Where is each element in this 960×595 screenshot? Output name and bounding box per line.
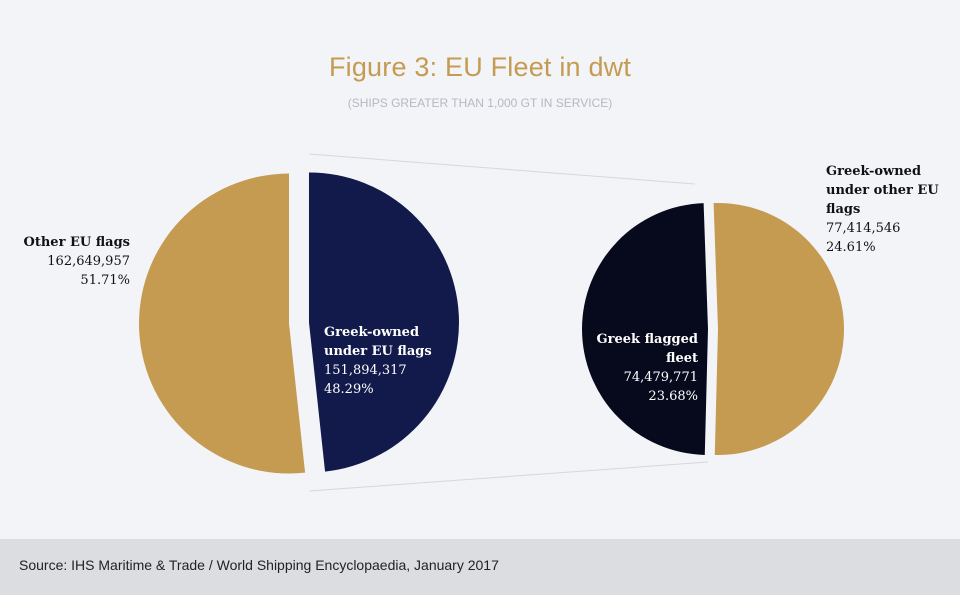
source-note: Source: IHS Maritime & Trade / World Shi…	[19, 557, 499, 573]
slice-value: 77,414,546	[826, 221, 901, 236]
slice-value: 162,649,957	[47, 254, 130, 269]
slice-percent: 23.68%	[648, 389, 698, 404]
chart-plot	[139, 153, 844, 492]
slice-label-other-eu-flags: Other EU flags 162,649,957 51.71%	[0, 233, 130, 290]
right-pie	[581, 202, 844, 455]
slice-label-greek-owned-eu-flags: Greek-owned under EU flags 151,894,317 4…	[324, 323, 454, 399]
connector-line-bottom	[308, 461, 709, 492]
slice-name: Other EU flags	[23, 235, 130, 250]
slice-name: Greek flagged fleet	[596, 332, 698, 366]
pie-slice	[139, 173, 306, 474]
pie-slice	[581, 203, 708, 455]
chart-subtitle: (SHIPS GREATER THAN 1,000 GT IN SERVICE)	[347, 96, 613, 110]
slice-percent: 51.71%	[80, 273, 130, 288]
pie-slice	[308, 172, 459, 472]
slice-value: 74,479,771	[623, 370, 698, 385]
slice-percent: 24.61%	[826, 240, 876, 255]
pie-slice	[713, 202, 844, 455]
slice-value: 151,894,317	[324, 363, 407, 378]
slice-name: Greek-owned under other EU flags	[826, 164, 939, 217]
slice-name: Greek-owned under EU flags	[324, 325, 432, 359]
slice-label-greek-flagged-fleet: Greek flagged fleet 74,479,771 23.68%	[588, 330, 698, 406]
connector-line-top	[308, 153, 696, 185]
slice-percent: 48.29%	[324, 382, 374, 397]
chart-title: Figure 3: EU Fleet in dwt	[328, 52, 632, 82]
left-pie	[139, 172, 459, 474]
footer: Source: IHS Maritime & Trade / World Shi…	[0, 539, 960, 595]
slice-label-greek-owned-other-eu-flags: Greek-owned under other EU flags 77,414,…	[826, 162, 946, 257]
